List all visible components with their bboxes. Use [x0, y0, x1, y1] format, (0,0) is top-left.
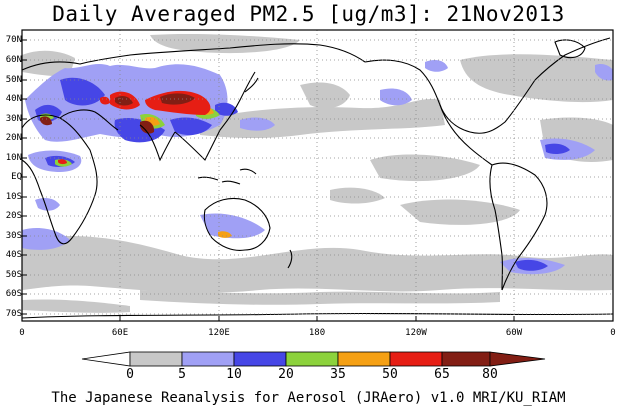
colorbar-label: 10: [226, 367, 242, 382]
coast-india: [139, 124, 176, 162]
lat-label: EQ: [11, 172, 22, 182]
colorbar-label: 65: [434, 367, 450, 382]
colorbar-segment-7: [441, 351, 491, 367]
map-title: Daily Averaged PM2.5 [ug/m3]: 21Nov2013: [52, 2, 565, 26]
lon-label: 0: [19, 328, 25, 338]
coast-greenland: [554, 39, 586, 59]
lat-label: 10N: [5, 153, 22, 163]
tick-marks: [22, 39, 515, 321]
lat-label: 20N: [5, 133, 22, 143]
lat-label: 40S: [5, 250, 22, 260]
coast-antarctica: [21, 312, 614, 319]
coast-north-america: [364, 37, 611, 134]
lon-label: 180: [308, 328, 326, 338]
colorbar-segment-5: [337, 351, 391, 367]
lat-label: 40N: [5, 94, 22, 104]
coast-central-america: [439, 104, 493, 166]
colorbar-label: 35: [330, 367, 346, 382]
pm25-field: [22, 33, 613, 313]
colorbar-segment-4: [285, 351, 339, 367]
lon-label: 60E: [111, 328, 129, 338]
coast-japan: [244, 77, 259, 93]
lon-label: 0: [610, 328, 616, 338]
colorbar-segment-6: [389, 351, 443, 367]
colorbar-label: 5: [178, 367, 186, 382]
lat-label: 20S: [5, 211, 22, 221]
coast-eurasia-north: [21, 43, 366, 71]
map-frame: [21, 29, 614, 322]
lat-label: 50S: [5, 270, 22, 280]
colorbar-segment-1: [129, 351, 183, 367]
colorbar-label: 20: [278, 367, 294, 382]
coast-indonesia: [197, 168, 257, 185]
lat-label: 70S: [5, 309, 22, 319]
coast-south-america-west: [489, 164, 503, 291]
colorbar-label: 50: [382, 367, 398, 382]
coastlines: [21, 37, 614, 319]
coast-arabia: [59, 109, 119, 131]
colorbar-label: 0: [126, 367, 134, 382]
lat-label: 30S: [5, 231, 22, 241]
coast-east-asia: [174, 71, 256, 161]
coast-south-america: [491, 162, 548, 291]
lon-label: 60W: [505, 328, 523, 338]
lat-label: 50N: [5, 75, 22, 85]
lon-label: 120E: [208, 328, 230, 338]
colorbar-segment-0: [81, 351, 131, 367]
gridlines: [22, 30, 613, 321]
colorbar-segment-2: [181, 351, 235, 367]
footer-credit: The Japanese Reanalysis for Aerosol (JRA…: [51, 390, 566, 406]
colorbar-segment-8: [489, 351, 546, 367]
lon-label: 120W: [405, 328, 427, 338]
coast-new-zealand: [287, 249, 293, 269]
lat-label: 30N: [5, 114, 22, 124]
colorbar: [81, 351, 546, 367]
coast-africa: [21, 114, 98, 245]
lat-label: 60S: [5, 289, 22, 299]
lat-label: 10S: [5, 192, 22, 202]
colorbar-segment-3: [233, 351, 287, 367]
lat-label: 60N: [5, 55, 22, 65]
lat-label: 70N: [5, 35, 22, 45]
colorbar-label: 80: [482, 367, 498, 382]
